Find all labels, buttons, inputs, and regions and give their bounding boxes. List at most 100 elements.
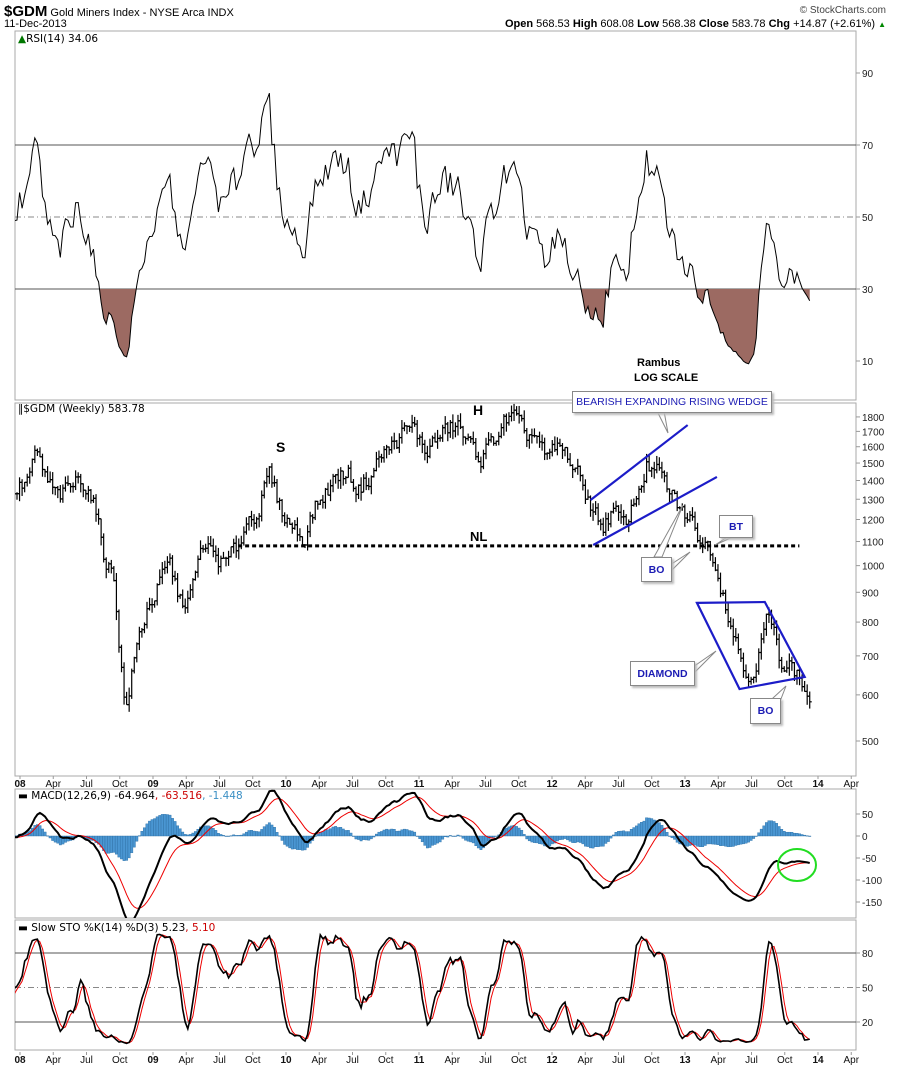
macd-histogram-bar <box>219 834 223 837</box>
wedge-callout: BEARISH EXPANDING RISING WEDGE <box>572 391 772 413</box>
price-bar <box>127 687 132 712</box>
macd-histogram-bar <box>754 835 758 837</box>
macd-panel <box>15 789 812 918</box>
price-tick-label: 1600 <box>862 443 885 454</box>
macd-histogram-bar <box>790 832 794 837</box>
price-bar <box>468 435 473 444</box>
macd-histogram-bar <box>130 835 134 854</box>
macd-histogram-bar <box>211 828 215 837</box>
macd-histogram-bar <box>239 834 243 837</box>
sto-panel-frame <box>14 919 857 1051</box>
macd-histogram-bar <box>51 835 55 841</box>
macd-histogram-bar <box>395 830 399 837</box>
rsi-value: RSI(14) 34.06 <box>26 33 99 45</box>
macd-histogram-bar <box>530 835 534 843</box>
chart-date: 11-Dec-2013 <box>4 18 67 30</box>
wedge-lower-line <box>592 475 718 546</box>
macd-histogram-bar <box>762 825 766 837</box>
price-bar <box>234 535 239 558</box>
macd-histogram-bar <box>494 835 498 837</box>
diamond-pattern <box>695 600 807 691</box>
price-bar <box>348 460 353 483</box>
price-bar <box>226 550 231 566</box>
x-tick-label: Oct <box>378 1055 394 1066</box>
high-value: 608.08 <box>600 18 635 30</box>
bt-callout: BT <box>719 515 753 538</box>
price-bar <box>708 540 713 561</box>
price-bar <box>211 538 216 558</box>
price-bar <box>376 450 381 468</box>
open-value: 568.53 <box>536 18 570 30</box>
macd-histogram-bar <box>555 835 559 842</box>
macd-histogram-bar <box>168 814 172 837</box>
price-bar <box>754 663 759 683</box>
rsi-tick-label: 70 <box>862 141 874 152</box>
macd-histogram-bar <box>278 835 281 837</box>
macd-histogram-bar <box>578 835 582 843</box>
price-bar <box>805 684 810 705</box>
macd-histogram-bar <box>158 815 162 837</box>
rsi-line <box>15 93 811 365</box>
macd-histogram-bar <box>563 835 567 839</box>
price-bar <box>15 480 17 499</box>
price-bar <box>433 432 438 443</box>
price-bar <box>114 572 119 621</box>
macd-histogram-bar <box>352 835 355 837</box>
x-tick-label: Oct <box>378 779 394 790</box>
highlight-circle <box>777 848 817 882</box>
x-tick-label: 13 <box>679 779 691 790</box>
price-bar <box>272 475 277 487</box>
x-tick-label: Apr <box>444 779 460 790</box>
macd-histogram-bar <box>288 835 292 849</box>
macd-histogram-bar <box>385 828 389 837</box>
x-tick-label: Apr <box>45 779 61 790</box>
macd-histogram-bar <box>155 816 159 837</box>
macd-histogram-bar <box>568 835 572 842</box>
macd-histogram-bar <box>341 828 345 837</box>
price-bar <box>249 510 254 527</box>
price-bar <box>71 482 76 493</box>
macd-histogram-bar <box>176 825 179 837</box>
x-tick-label: 14 <box>812 779 824 790</box>
x-tick-label: Apr <box>710 1055 726 1066</box>
price-bar <box>764 613 769 636</box>
macd-histogram-bar <box>596 835 600 848</box>
macd-histogram-bar <box>160 814 164 837</box>
macd-histogram-bar <box>372 835 376 838</box>
price-bar <box>150 598 155 613</box>
price-bar <box>736 633 741 655</box>
macd-histogram-bar <box>438 835 442 843</box>
macd-histogram-bar <box>191 832 195 837</box>
price-bar <box>410 414 415 433</box>
x-tick-label: Jul <box>80 779 93 790</box>
macd-histogram-bar <box>576 835 580 843</box>
price-bar <box>241 526 246 546</box>
price-bar <box>58 484 63 503</box>
price-bar <box>784 660 789 673</box>
macd-histogram-bar <box>122 835 126 861</box>
macd-histogram-bar <box>612 834 615 837</box>
price-bar <box>527 434 532 449</box>
price-bar <box>455 414 460 436</box>
macd-histogram-bar <box>665 832 669 837</box>
price-bar <box>415 419 420 448</box>
price-bar <box>86 485 91 502</box>
price-bar <box>583 479 588 504</box>
price-bar <box>659 461 664 479</box>
macd-histogram-bar <box>522 834 526 837</box>
macd-histogram-bar <box>589 835 592 849</box>
macd-histogram-bar <box>805 835 809 837</box>
macd-histogram-bar <box>183 834 187 837</box>
macd-tick-label: 50 <box>862 810 874 821</box>
macd-histogram-bar <box>334 826 338 837</box>
low-value: 568.38 <box>662 18 696 30</box>
macd-histogram-bar <box>617 831 620 837</box>
price-bar <box>759 633 764 660</box>
x-tick-label: Jul <box>80 1055 93 1066</box>
macd-histogram-bar <box>469 835 473 843</box>
price-tick-label: 900 <box>862 588 879 599</box>
price-bar <box>101 533 106 563</box>
price-bar <box>208 536 213 547</box>
macd-histogram-bar <box>721 835 725 846</box>
